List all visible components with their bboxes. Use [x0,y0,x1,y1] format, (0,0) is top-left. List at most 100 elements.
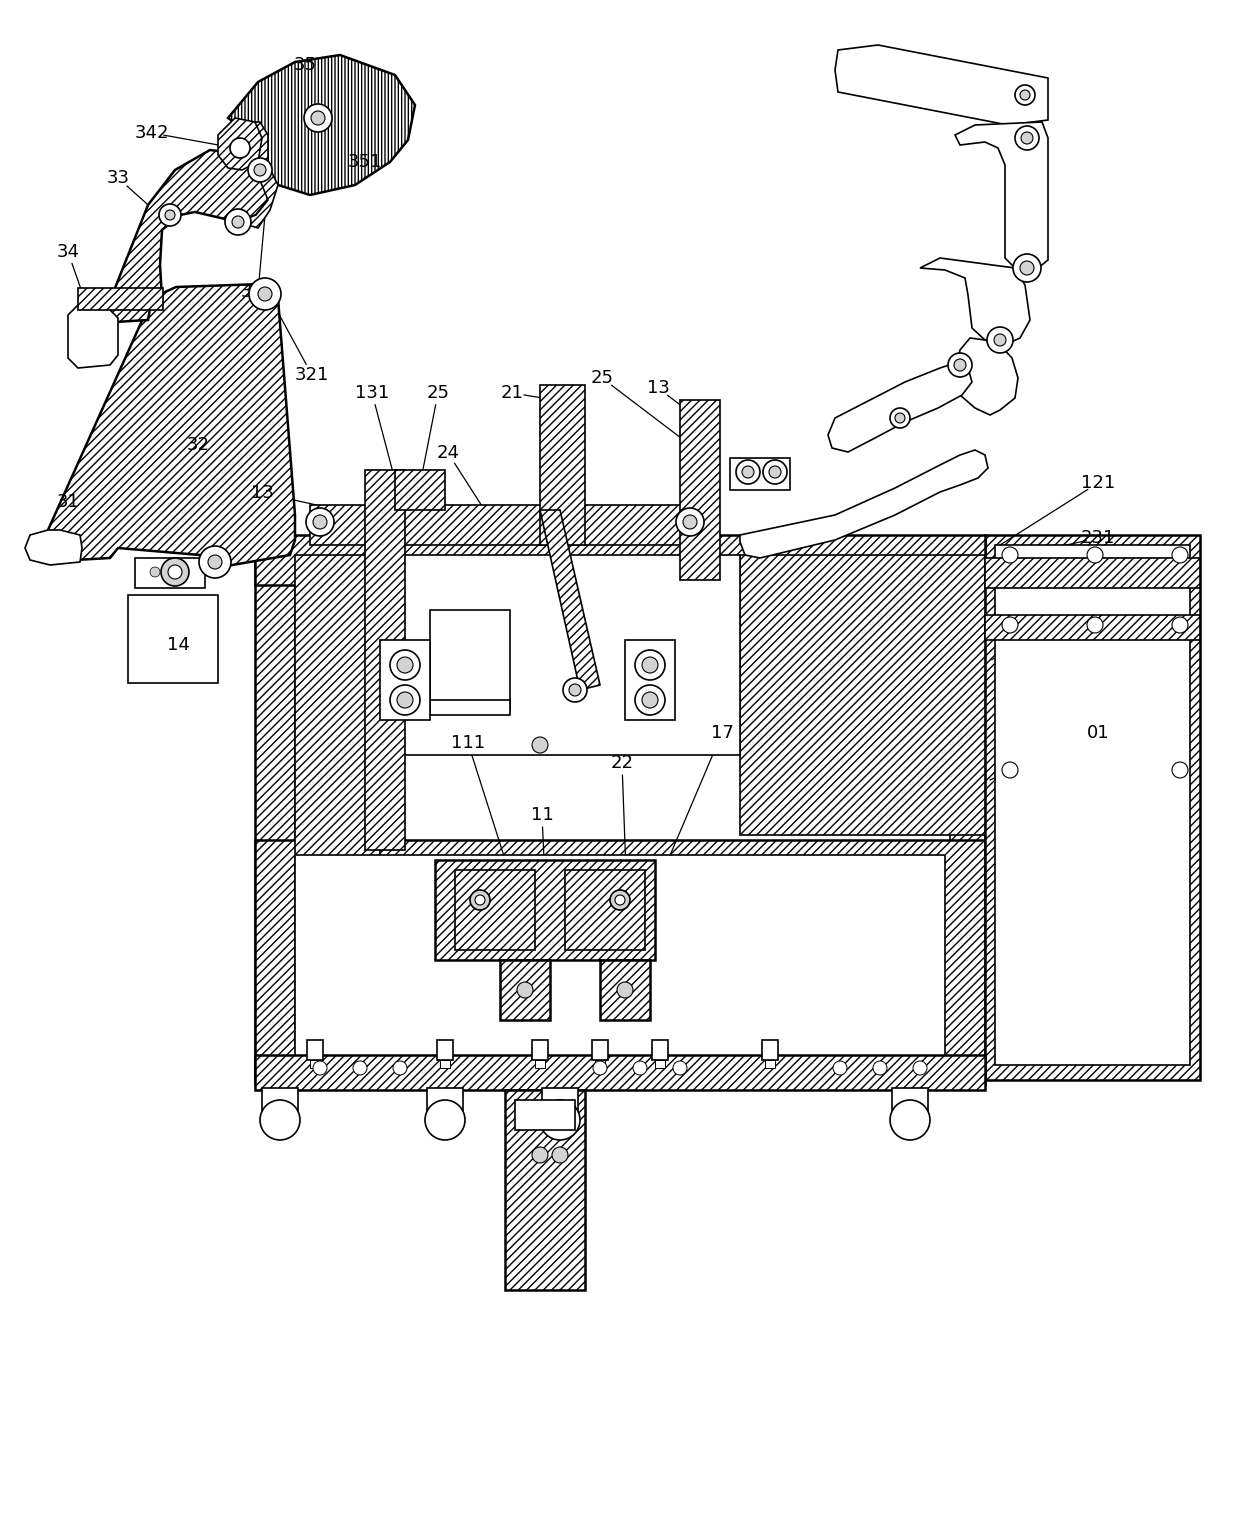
Text: 01: 01 [1086,724,1110,742]
Bar [427,1089,463,1116]
Circle shape [954,359,966,371]
Polygon shape [828,362,972,453]
Circle shape [532,1148,548,1163]
Circle shape [676,509,704,536]
Circle shape [258,288,272,301]
Circle shape [249,279,281,310]
Circle shape [552,1148,568,1163]
Bar [765,1060,775,1067]
Circle shape [391,650,420,680]
Circle shape [167,565,182,578]
Circle shape [610,890,630,910]
Circle shape [890,1101,930,1140]
Text: 11: 11 [531,805,553,824]
Text: 32: 32 [186,436,210,454]
Circle shape [397,692,413,709]
Bar [440,1060,450,1067]
Circle shape [763,460,787,484]
Text: 14: 14 [166,636,190,654]
Text: 16: 16 [1086,615,1110,631]
Circle shape [393,1061,407,1075]
Bar [892,1089,928,1116]
Polygon shape [955,123,1048,268]
Bar [542,1089,578,1116]
Text: 342: 342 [135,124,169,142]
Text: 13: 13 [250,484,274,503]
Polygon shape [108,150,268,322]
Polygon shape [920,257,1030,345]
Circle shape [994,335,1006,347]
Circle shape [159,204,181,226]
Circle shape [539,1101,580,1140]
Polygon shape [228,55,415,195]
Bar [455,871,534,949]
Circle shape [635,650,665,680]
Polygon shape [835,45,1048,126]
Bar [625,640,675,721]
Bar [994,545,1190,1064]
Circle shape [1002,762,1018,778]
Circle shape [1002,547,1018,563]
Bar [295,855,945,1075]
Bar [505,1090,585,1290]
Bar [730,459,790,491]
Bar [515,1101,575,1129]
Circle shape [593,1061,608,1075]
Bar [310,506,701,545]
Text: 231: 231 [1081,528,1115,547]
Circle shape [165,210,175,220]
Bar [600,960,650,1020]
Circle shape [987,327,1013,353]
Bar [295,556,950,1064]
Circle shape [311,111,325,126]
Text: 111: 111 [451,734,485,752]
Circle shape [1016,85,1035,104]
Text: 25: 25 [427,385,449,403]
Polygon shape [48,285,295,568]
Circle shape [737,460,760,484]
Circle shape [150,568,160,577]
Bar [135,559,205,587]
Bar [365,469,405,849]
Circle shape [470,890,490,910]
Circle shape [1087,618,1104,633]
Bar [255,534,985,584]
Circle shape [642,692,658,709]
Bar [539,385,585,545]
Bar [595,1060,605,1067]
Text: 131: 131 [355,385,389,403]
Circle shape [425,1101,465,1140]
Bar [655,1060,665,1067]
Polygon shape [539,510,600,690]
Circle shape [198,547,231,578]
Circle shape [1013,254,1042,282]
Circle shape [161,559,188,586]
Bar [308,1040,322,1060]
Circle shape [475,895,485,905]
Circle shape [949,353,972,377]
Text: 321: 321 [295,366,329,385]
Bar [379,556,740,755]
Circle shape [833,1061,847,1075]
Circle shape [683,515,697,528]
Bar [985,534,1200,1079]
Polygon shape [740,450,988,559]
Bar [430,699,510,715]
Polygon shape [25,530,82,565]
Bar [255,840,985,1086]
Bar [763,1040,777,1060]
Bar [78,288,162,310]
Circle shape [895,413,905,422]
Circle shape [208,556,222,569]
Circle shape [1172,547,1188,563]
Text: 18: 18 [1086,565,1110,581]
Circle shape [254,164,267,176]
Bar [985,559,1200,587]
Bar [652,1040,668,1060]
Text: 17: 17 [711,724,733,742]
Circle shape [248,157,272,182]
Bar [740,556,985,836]
Bar [532,1040,548,1060]
Circle shape [312,1061,327,1075]
Circle shape [769,466,781,478]
